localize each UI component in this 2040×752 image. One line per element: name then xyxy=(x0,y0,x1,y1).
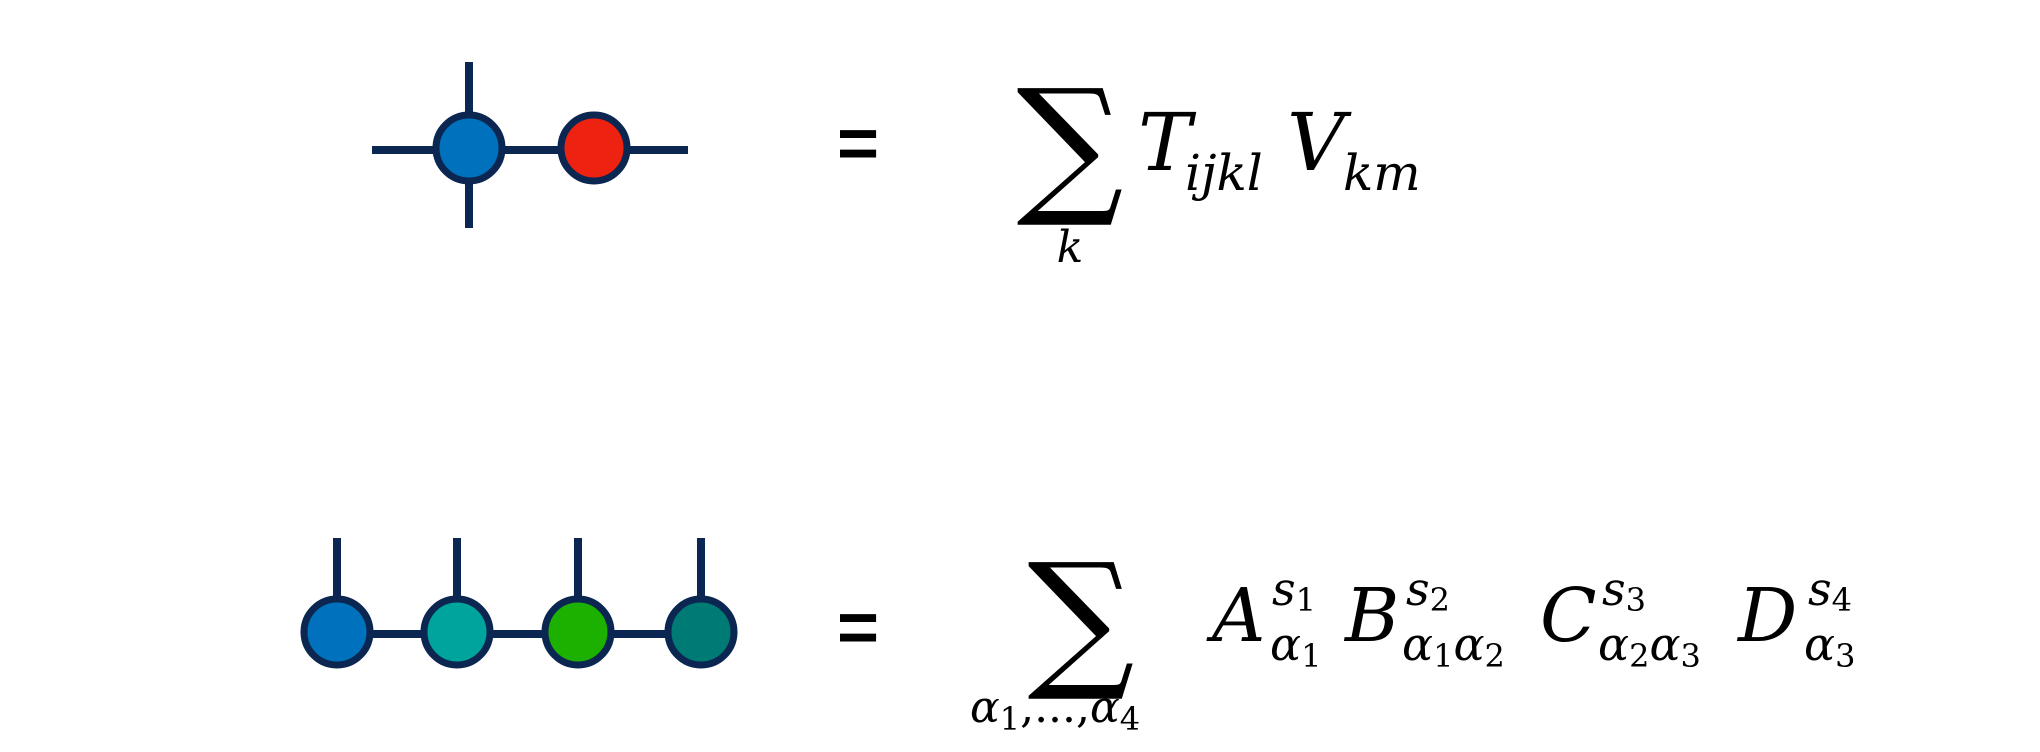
contraction-diagram xyxy=(372,62,688,228)
term-d-sup-s: s xyxy=(1808,562,1832,616)
term-b-sub-num-1: 1 xyxy=(1433,637,1453,675)
term-a-sub-alpha: α xyxy=(1270,617,1301,671)
term-v-base: V xyxy=(1287,96,1352,189)
term-a-sup-s: s xyxy=(1272,562,1296,616)
term-d-sup: s4 xyxy=(1808,562,1852,619)
term-b-sub-num-2: 2 xyxy=(1485,637,1505,675)
term-c-sup: s3 xyxy=(1602,562,1646,619)
term-c-sub: α2α3 xyxy=(1598,617,1701,675)
tensor-node-d xyxy=(664,595,738,669)
sum-index-num-1: 1 xyxy=(1000,700,1020,738)
term-c-sub-num-2: 3 xyxy=(1681,637,1701,675)
tensor-node-b xyxy=(420,595,494,669)
sum-index-alpha-4: α xyxy=(1090,682,1120,733)
equals-sign-2: = xyxy=(837,588,879,668)
term-c-sub-alpha-1: α xyxy=(1598,617,1629,671)
term-v-sub: km xyxy=(1343,144,1421,202)
term-a-sub-num: 1 xyxy=(1301,637,1321,675)
term-a-sub: α1 xyxy=(1270,617,1321,675)
term-d: D s4 α3 xyxy=(1736,562,1855,675)
equals-sign-1: = xyxy=(837,104,879,184)
sum-index-separator: ,..., xyxy=(1020,682,1090,733)
tensor-node-c xyxy=(541,595,615,669)
term-c-sub-num-1: 2 xyxy=(1629,637,1649,675)
tensor-node-a xyxy=(300,595,374,669)
sum-symbol-2: ∑ xyxy=(1027,532,1134,706)
term-d-sub-num: 3 xyxy=(1835,637,1855,675)
sum-index-2: α1,...,α4 xyxy=(970,682,1140,738)
term-c-sub-alpha-2: α xyxy=(1649,617,1680,671)
term-c-sup-num: 3 xyxy=(1626,581,1646,619)
term-a-sup: s1 xyxy=(1272,562,1316,619)
equation-1: ∑ k T ijkl V km xyxy=(1016,58,1420,273)
term-a: A s1 α1 xyxy=(1206,562,1321,675)
term-d-base: D xyxy=(1736,573,1797,659)
term-c: C s3 α2α3 xyxy=(1540,562,1701,675)
term-t-base: T xyxy=(1138,96,1197,189)
term-b-sub-alpha-2: α xyxy=(1453,617,1484,671)
term-b-sup-s: s xyxy=(1406,562,1430,616)
term-b-sub: α1α2 xyxy=(1402,617,1505,675)
term-b-sup-num: 2 xyxy=(1430,581,1450,619)
term-a-sup-num: 1 xyxy=(1296,581,1316,619)
term-c-base: C xyxy=(1540,573,1597,659)
sum-index-num-4: 4 xyxy=(1120,700,1140,738)
sum-symbol-1: ∑ xyxy=(1016,58,1123,232)
sum-index-alpha-1: α xyxy=(970,682,1000,733)
term-d-sub-alpha: α xyxy=(1804,617,1835,671)
term-b-sub-alpha-1: α xyxy=(1402,617,1433,671)
term-t-sub: ijkl xyxy=(1185,144,1263,202)
term-b: B s2 α1α2 xyxy=(1343,562,1505,675)
tensor-node-t xyxy=(432,111,506,185)
term-c-sup-s: s xyxy=(1602,562,1626,616)
term-a-base: A xyxy=(1206,573,1265,659)
tensor-node-v xyxy=(557,111,631,185)
mps-chain-diagram xyxy=(300,538,738,669)
sum-index-1: k xyxy=(1057,222,1084,273)
term-b-base: B xyxy=(1343,573,1399,659)
term-b-sup: s2 xyxy=(1406,562,1450,619)
term-d-sub: α3 xyxy=(1804,617,1855,675)
equation-2: ∑ α1,...,α4 A s1 α1 B s2 α1α2 xyxy=(970,532,1855,738)
term-d-sup-num: 4 xyxy=(1832,581,1852,619)
